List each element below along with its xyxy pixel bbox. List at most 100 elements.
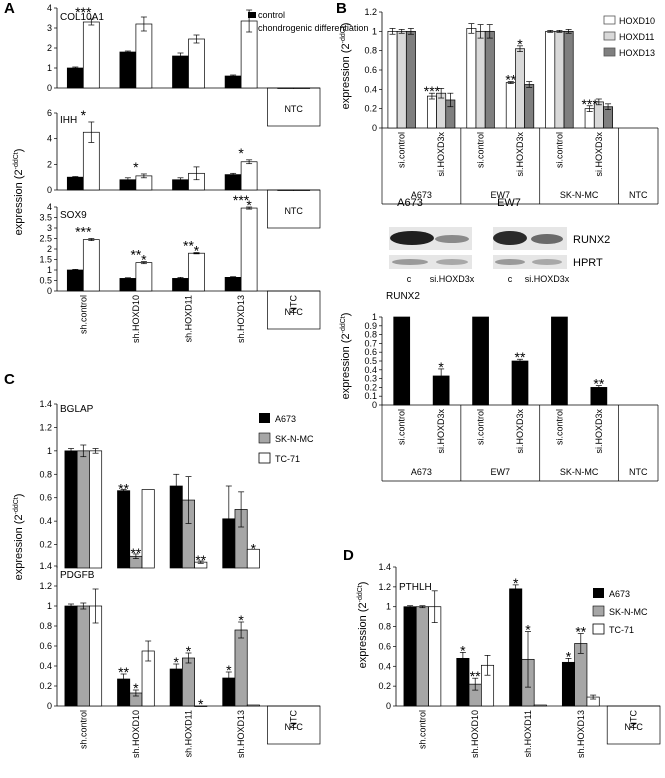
y-tick-label: 3 xyxy=(47,223,52,233)
bar xyxy=(396,30,407,129)
significance-marker: * xyxy=(513,575,519,591)
y-tick-label: 4 xyxy=(47,3,52,13)
y-tick-label: 1.2 xyxy=(39,422,52,432)
significance-marker: * xyxy=(251,540,257,556)
bar xyxy=(119,51,137,89)
category-label: sh.control xyxy=(78,710,88,749)
y-tick-label: 2 xyxy=(47,159,52,169)
y-tick-label: 0.4 xyxy=(364,84,377,94)
y-axis-label-b2: expression (2-ddCt) xyxy=(340,313,352,400)
category-label: sh.control xyxy=(417,710,427,749)
bar xyxy=(141,489,155,569)
y-tick-label: 0.2 xyxy=(364,104,377,114)
legend-label: TC-71 xyxy=(275,454,300,464)
y-tick-label: 0.8 xyxy=(39,621,52,631)
y-tick-label: 0.1 xyxy=(364,391,377,401)
legend-swatch xyxy=(592,605,605,617)
blot-lane-label: c xyxy=(407,274,412,284)
y-tick-label: 1.2 xyxy=(378,582,391,592)
bar xyxy=(66,269,84,292)
chart-c2: 00.20.40.60.811.21.4PDGFB********sh.cont… xyxy=(39,561,321,758)
category-label: sh.HOXD10 xyxy=(131,710,141,758)
group-label: SK-N-MC xyxy=(560,190,599,200)
y-tick-label: 3.5 xyxy=(39,213,52,223)
ntc-label: NTC xyxy=(284,722,303,732)
panel-letter-d: D xyxy=(343,547,354,564)
bar xyxy=(135,23,153,89)
category-label: si.HOXD3x xyxy=(594,132,604,177)
category-label: si.control xyxy=(554,409,564,445)
category-label: NTC xyxy=(289,710,299,729)
legend-b: HOXD10 HOXD11 HOXD13 xyxy=(603,15,655,58)
chart-a1: 0 1 2 3 4 COL10A1*** NTC xyxy=(47,3,321,127)
bar xyxy=(240,161,258,191)
y-tick-label: 1 xyxy=(47,265,52,275)
ntc-box xyxy=(267,87,321,127)
bar xyxy=(194,705,208,707)
significance-marker: * xyxy=(194,243,200,259)
y-tick-label: 0 xyxy=(372,400,377,410)
y-tick-label: 0.8 xyxy=(39,469,52,479)
category-label: si.HOXD3x xyxy=(436,409,446,454)
bar xyxy=(393,316,411,406)
significance-marker: * xyxy=(141,252,147,268)
blot-band xyxy=(390,231,434,245)
bar xyxy=(475,30,486,129)
y-axis-label-a: expression (2-ddCt) xyxy=(13,149,25,236)
panel-letter-a: A xyxy=(4,0,15,17)
category-label: si.control xyxy=(397,132,407,168)
bar xyxy=(533,704,547,707)
legend-label-line: chondrogenic differentiation xyxy=(258,23,368,33)
legend-label: control xyxy=(258,10,285,20)
legend-swatch xyxy=(603,31,616,41)
blot-band xyxy=(436,259,468,265)
y-tick-label: 2 xyxy=(47,43,52,53)
y-tick-label: 2.5 xyxy=(39,234,52,244)
bar xyxy=(240,207,258,292)
bar xyxy=(426,95,437,129)
legend-label: SK-N-MC xyxy=(275,434,314,444)
legend-label: HOXD10 xyxy=(619,16,655,26)
category-label: sh.HOXD11 xyxy=(184,295,194,342)
chart-title: SOX9 xyxy=(60,210,87,221)
y-tick-label: 0.4 xyxy=(378,661,391,671)
y-tick-label: 1 xyxy=(372,312,377,322)
significance-marker: *** xyxy=(233,192,250,208)
blot-lane-label: c xyxy=(508,274,513,284)
y-tick-label: 0.2 xyxy=(39,540,52,550)
y-tick-label: 6 xyxy=(47,108,52,118)
legend-swatch xyxy=(592,623,605,635)
significance-marker: * xyxy=(81,107,87,123)
y-tick-label: 4 xyxy=(47,202,52,212)
legend-swatch xyxy=(259,413,270,423)
bar xyxy=(66,67,84,89)
category-label: sh.HOXD11 xyxy=(523,710,533,757)
y-tick-label: 0 xyxy=(47,83,52,93)
group-label: NTC xyxy=(629,190,648,200)
group-label: EW7 xyxy=(491,190,511,200)
significance-marker: * xyxy=(238,612,244,628)
chart-title: PDGFB xyxy=(60,570,95,581)
chart-b1: 00.20.40.60.811.2*********si.control si.H… xyxy=(364,7,659,205)
blot-band xyxy=(532,259,562,265)
bar xyxy=(188,252,205,292)
ntc-label: NTC xyxy=(624,722,643,732)
blot-band xyxy=(495,259,525,265)
bar xyxy=(64,450,78,569)
y-tick-label: 0.8 xyxy=(364,330,377,340)
y-tick-label: 0.4 xyxy=(364,365,377,375)
category-label: si.HOXD3x xyxy=(515,409,525,454)
category-label: NTC xyxy=(289,295,299,314)
bar xyxy=(82,21,100,89)
significance-marker: ** xyxy=(575,624,586,640)
chart-title: PTHLH xyxy=(399,582,432,593)
significance-marker: ** xyxy=(515,349,526,365)
bar xyxy=(472,316,489,406)
legend-label: chondrogenic differentiation xyxy=(258,23,368,33)
chart-d1: 00.20.40.60.811.21.4PTHLH********sh.cont… xyxy=(378,562,661,758)
panel-letter-b: B xyxy=(336,0,347,17)
significance-marker: *** xyxy=(424,83,441,99)
bar xyxy=(511,360,529,406)
bar xyxy=(224,174,242,191)
